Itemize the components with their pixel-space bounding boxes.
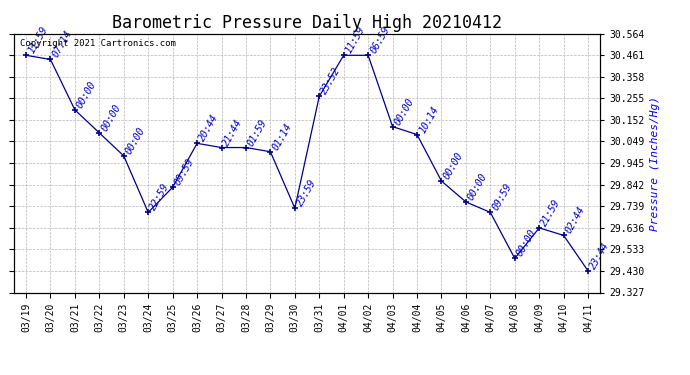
Text: 00:00: 00:00	[466, 171, 489, 202]
Text: 10:14: 10:14	[417, 104, 440, 135]
Text: 11:59: 11:59	[344, 25, 367, 55]
Text: 11:59: 11:59	[26, 25, 50, 55]
Text: 00:00: 00:00	[393, 96, 416, 127]
Text: 02:44: 02:44	[564, 205, 587, 236]
Text: 01:14: 01:14	[270, 121, 294, 152]
Text: 06:59: 06:59	[368, 25, 391, 55]
Text: 20:44: 20:44	[197, 113, 220, 143]
Text: 09:59: 09:59	[491, 182, 513, 212]
Text: 00:00: 00:00	[99, 102, 123, 133]
Text: 09:59: 09:59	[172, 157, 196, 187]
Text: 07:14: 07:14	[50, 29, 74, 60]
Text: 23:59: 23:59	[295, 178, 318, 208]
Text: 23:52: 23:52	[319, 66, 343, 96]
Text: 00:00: 00:00	[124, 126, 147, 156]
Text: 00:00: 00:00	[75, 80, 98, 110]
Title: Barometric Pressure Daily High 20210412: Barometric Pressure Daily High 20210412	[112, 14, 502, 32]
Text: 00:00: 00:00	[442, 151, 465, 181]
Text: Copyright 2021 Cartronics.com: Copyright 2021 Cartronics.com	[19, 39, 175, 48]
Text: 21:44: 21:44	[221, 117, 245, 147]
Text: 23:44: 23:44	[588, 240, 611, 271]
Text: 01:59: 01:59	[246, 117, 269, 147]
Y-axis label: Pressure (Inches/Hg): Pressure (Inches/Hg)	[650, 96, 660, 231]
Text: 00:00: 00:00	[515, 228, 538, 258]
Text: 21:59: 21:59	[539, 197, 562, 228]
Text: 22:59: 22:59	[148, 182, 172, 212]
